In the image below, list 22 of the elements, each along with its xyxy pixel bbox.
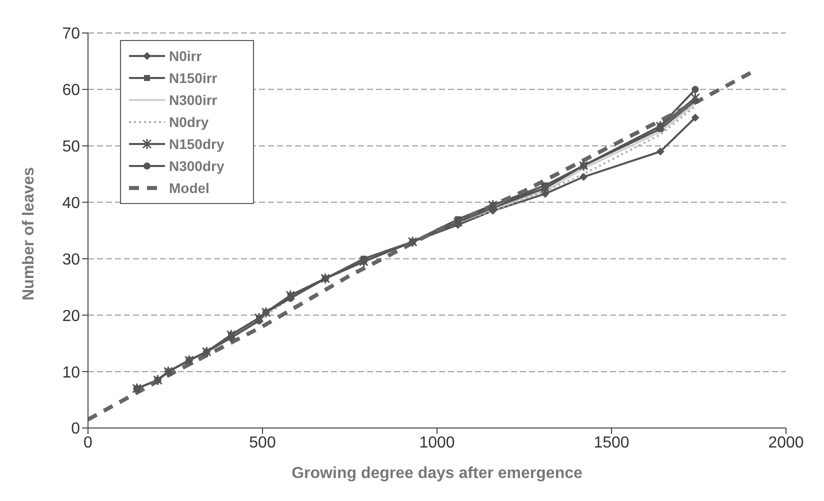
- y-tick-label: 70: [62, 26, 80, 43]
- legend-label: N150dry: [169, 136, 224, 152]
- x-tick-label: 1000: [419, 434, 455, 452]
- legend-label: N150irr: [169, 70, 218, 86]
- y-tick-label: 60: [62, 82, 80, 100]
- y-axis-title: Number of leaves: [20, 167, 38, 300]
- legend-label: Model: [169, 180, 210, 196]
- x-tick-label: 1500: [594, 434, 630, 452]
- x-axis-title: Growing degree days after emergence: [292, 465, 582, 482]
- y-tick-label: 0: [71, 420, 80, 438]
- y-tick-label: 30: [62, 251, 80, 268]
- x-tick-label: 2000: [768, 434, 804, 452]
- y-tick-label: 50: [62, 138, 80, 156]
- legend-label: N300irr: [169, 92, 218, 108]
- x-tick-label: 0: [84, 434, 93, 452]
- legend-label: N0dry: [169, 114, 209, 130]
- y-tick-label: 10: [62, 364, 80, 382]
- legend-label: N300dry: [169, 158, 224, 174]
- legend-label: N0irr: [169, 48, 202, 64]
- y-tick-label: 20: [62, 308, 80, 325]
- x-tick-label: 500: [249, 434, 276, 452]
- y-tick-label: 40: [62, 194, 80, 212]
